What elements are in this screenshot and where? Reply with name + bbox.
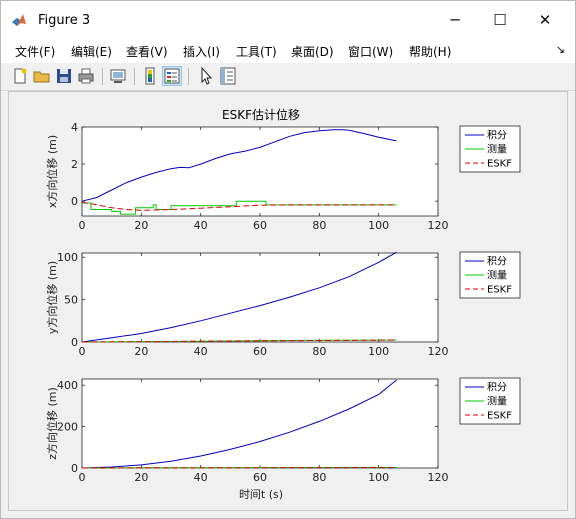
menu-bar: 文件(F) 编辑(E) 查看(V) 插入(I) 工具(T) 桌面(D) 窗口(W… <box>1 39 575 63</box>
close-button[interactable]: ✕ <box>538 11 552 29</box>
legend-entry: 积分 <box>487 130 507 142</box>
y-axis-label: y方向位移 (m) <box>45 261 59 334</box>
legend-entry: ESKF <box>487 285 512 296</box>
minimize-button[interactable]: ─ <box>450 11 460 29</box>
figure-plot-area: ESKF估计位移 时间t (s) 0 20 40 60 80 100 120 0 2 4 x方向位移… <box>45 107 521 501</box>
x-tick-label: 100 <box>368 471 389 484</box>
x-tick-label: 60 <box>253 345 267 358</box>
legend-entry: 积分 <box>487 256 507 268</box>
y-tick-label: 0 <box>71 462 78 475</box>
x-tick-label: 0 <box>79 219 86 232</box>
menu-window[interactable]: 窗口(W) <box>348 45 394 59</box>
y-axis-label: x方向位移 (m) <box>45 135 59 208</box>
toolbar-separator <box>134 68 135 85</box>
x-tick-label: 80 <box>312 219 326 232</box>
new-figure-icon[interactable] <box>10 66 30 86</box>
legend-entry: ESKF <box>487 411 512 422</box>
series-line-1 <box>82 200 397 215</box>
y-tick-label: 0 <box>71 195 78 208</box>
toolbar-separator <box>188 68 189 85</box>
y-tick-label: 2 <box>71 158 78 171</box>
x-tick-label: 120 <box>428 345 449 358</box>
series-line-0 <box>81 129 397 202</box>
menu-view[interactable]: 查看(V) <box>126 45 168 59</box>
x-tick-label: 80 <box>312 471 326 484</box>
x-tick-label: 120 <box>428 471 449 484</box>
x-tick-label: 0 <box>79 471 86 484</box>
title-bar[interactable]: Figure 3 ─ ☐ ✕ <box>1 1 575 39</box>
legend-entry: 积分 <box>487 382 507 394</box>
save-icon[interactable] <box>54 66 74 86</box>
y-tick-label: 200 <box>57 421 78 434</box>
legend-entry: ESKF <box>487 159 512 170</box>
series-line-0 <box>81 379 397 469</box>
axes-box <box>81 378 439 469</box>
x-tick-label: 0 <box>79 345 86 358</box>
y-axis-label: z方向位移 (m) <box>45 387 59 460</box>
matlab-logo-icon <box>12 14 26 26</box>
series-line-2 <box>81 201 397 211</box>
x-tick-label: 20 <box>134 219 148 232</box>
legend-entry: 测量 <box>487 143 507 156</box>
menu-help[interactable]: 帮助(H) <box>409 45 452 59</box>
series-line-0 <box>81 251 397 343</box>
x-tick-label: 60 <box>253 471 267 484</box>
x-tick-label: 40 <box>194 471 208 484</box>
toolbar <box>1 63 575 91</box>
property-inspector-icon[interactable] <box>218 66 238 86</box>
x-tick-label: 80 <box>312 345 326 358</box>
link-plot-icon[interactable] <box>108 66 128 86</box>
menu-edit[interactable]: 编辑(E) <box>71 45 112 59</box>
axes-box <box>81 126 439 217</box>
x-tick-label: 60 <box>253 219 267 232</box>
x-tick-label: 40 <box>194 345 208 358</box>
y-tick-label: 100 <box>57 251 78 264</box>
print-icon[interactable] <box>76 66 96 86</box>
y-tick-label: 0 <box>71 336 78 349</box>
dock-arrow-icon[interactable]: ↘ <box>555 43 565 56</box>
legend-entry: 测量 <box>487 395 507 408</box>
toolbar-separator <box>102 68 103 85</box>
maximize-button[interactable]: ☐ <box>493 11 507 29</box>
legend-entry: 测量 <box>487 269 507 282</box>
menu-file[interactable]: 文件(F) <box>15 45 56 59</box>
x-axis-label: 时间t (s) <box>239 488 283 501</box>
open-file-icon[interactable] <box>32 66 52 86</box>
x-tick-label: 100 <box>368 345 389 358</box>
y-tick-label: 4 <box>71 121 78 134</box>
y-tick-label: 400 <box>57 379 78 392</box>
x-tick-label: 40 <box>194 219 208 232</box>
figure-title: ESKF估计位移 <box>222 107 300 122</box>
legend-icon <box>164 68 180 84</box>
window-title: Figure 3 <box>38 13 91 28</box>
menu-insert[interactable]: 插入(I) <box>183 45 220 59</box>
menu-tools[interactable]: 工具(T) <box>236 45 277 59</box>
series-line-2 <box>81 339 397 343</box>
x-tick-label: 20 <box>134 471 148 484</box>
colorbar-icon[interactable] <box>140 66 160 86</box>
x-tick-label: 20 <box>134 345 148 358</box>
legend-toggle-button[interactable] <box>162 66 182 86</box>
axes-box <box>81 252 439 343</box>
figure-canvas: ESKF估计位移 时间t (s) 0 20 40 60 80 100 120 0 2 4 x方向位移… <box>8 91 568 511</box>
y-tick-label: 50 <box>64 294 78 307</box>
series-line-2 <box>81 467 397 469</box>
pointer-icon[interactable] <box>196 66 216 86</box>
x-tick-label: 100 <box>368 219 389 232</box>
menu-desktop[interactable]: 桌面(D) <box>291 45 334 59</box>
x-tick-label: 120 <box>428 219 449 232</box>
